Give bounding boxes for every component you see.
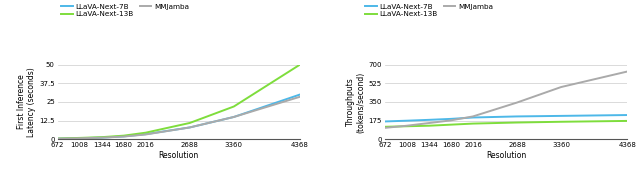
Legend: LLaVA-Next-7B, LLaVA-Next-13B, MMJamba: LLaVA-Next-7B, LLaVA-Next-13B, MMJamba <box>365 4 493 17</box>
Legend: LLaVA-Next-7B, LLaVA-Next-13B, MMJamba: LLaVA-Next-7B, LLaVA-Next-13B, MMJamba <box>61 4 189 17</box>
Y-axis label: Throughputs
(tokens/second): Throughputs (tokens/second) <box>346 71 366 133</box>
X-axis label: Resolution: Resolution <box>159 151 199 160</box>
X-axis label: Resolution: Resolution <box>486 151 526 160</box>
Y-axis label: First Inference
Latency (seconds): First Inference Latency (seconds) <box>17 67 36 137</box>
